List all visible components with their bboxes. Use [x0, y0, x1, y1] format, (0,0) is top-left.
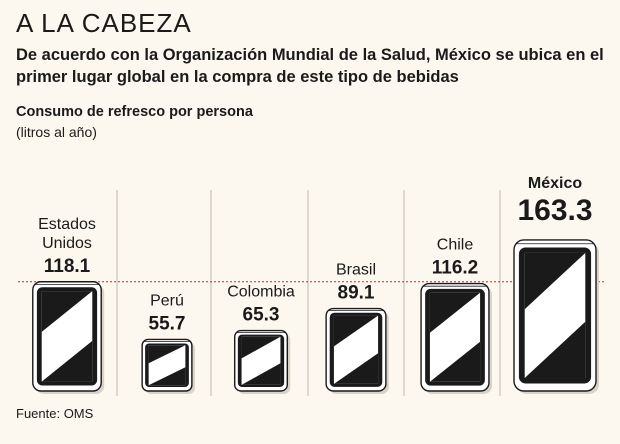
can-stripe-bottom: [333, 353, 379, 384]
category-label: México: [528, 175, 582, 192]
category-label: Unidos: [42, 235, 92, 252]
category-label: Estados: [38, 216, 96, 233]
value-label: 116.2: [432, 258, 479, 279]
category-label: Chile: [437, 237, 474, 254]
can-stripe-top: [524, 252, 586, 310]
can-stripe-top: [41, 291, 93, 332]
value-label: 118.1: [44, 256, 91, 277]
can-stripe-bottom: [41, 340, 93, 382]
category-label: Colombia: [227, 284, 295, 301]
unit-label: (litros al año): [16, 124, 97, 140]
can-bar: [32, 281, 105, 394]
can-stripe-top: [148, 345, 186, 364]
can-bar: [420, 282, 492, 394]
chart-title: A LA CABEZA: [16, 8, 192, 38]
can-stripe-top: [429, 292, 481, 333]
value-label: 55.7: [149, 313, 186, 334]
value-label: 89.1: [338, 283, 375, 304]
chart-subtitle: De acuerdo con la Organización Mundial d…: [16, 46, 604, 86]
source-note: Fuente: OMS: [16, 406, 94, 421]
can-stripe-bottom: [241, 363, 281, 385]
can-stripe-bottom: [148, 367, 186, 386]
value-label: 65.3: [243, 305, 280, 326]
can-bar: [141, 338, 195, 394]
category-label: Perú: [150, 292, 184, 309]
can-stripe-top: [333, 315, 379, 347]
value-label: 163.3: [517, 194, 592, 227]
can-stripe-bottom: [524, 321, 586, 379]
can-stripe-bottom: [429, 341, 481, 382]
can-stripe-top: [241, 336, 281, 359]
can-bar: [513, 239, 599, 394]
category-label: Brasil: [336, 262, 376, 279]
can-bar: [325, 307, 389, 394]
measure-label: Consumo de refresco por persona: [16, 104, 253, 120]
can-bar: [234, 329, 291, 394]
